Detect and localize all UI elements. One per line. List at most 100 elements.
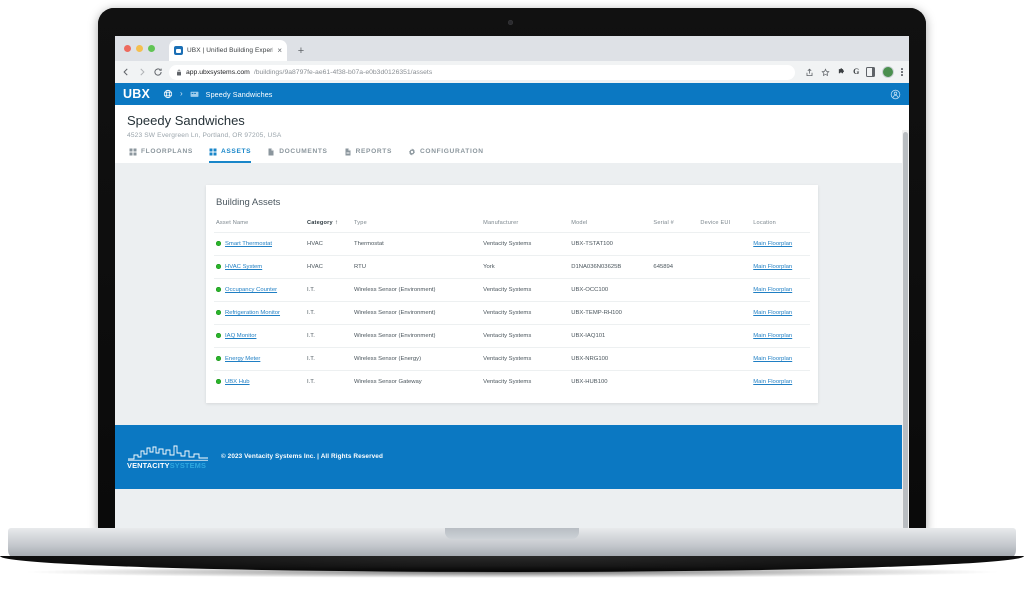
column-label: Type — [353, 219, 367, 226]
cell-type: Wireless Sensor (Environment) — [351, 277, 482, 302]
minimize-window-button[interactable] — [136, 45, 143, 52]
asset-link[interactable]: Occupancy Counter — [225, 286, 278, 293]
column-header-model[interactable]: Model — [569, 220, 651, 233]
asset-link[interactable]: HVAC System — [225, 263, 263, 270]
cell-asset-name: IAQ Monitor — [214, 323, 305, 348]
forward-icon[interactable] — [137, 67, 147, 77]
breadcrumb-separator: › — [180, 89, 183, 98]
globe-icon[interactable] — [163, 89, 173, 99]
sidepanel-icon[interactable] — [866, 67, 876, 77]
asset-link[interactable]: Smart Thermostat — [225, 240, 273, 247]
kebab-menu-icon[interactable] — [901, 68, 903, 76]
cell-device-eui — [698, 323, 752, 348]
cell-manufacturer: Ventacity Systems — [481, 300, 570, 325]
tab-label: FLOORPLANS — [141, 148, 193, 156]
cell-type: Wireless Sensor (Environment) — [351, 323, 482, 348]
table-header-row: Asset Name Category ↑ Type Manufacturer M… — [214, 220, 810, 233]
cell-location: Main Floorplan — [751, 346, 810, 371]
cell-type: Thermostat — [351, 231, 482, 256]
cell-location: Main Floorplan — [751, 369, 810, 393]
window-controls[interactable] — [124, 45, 155, 52]
column-header-location[interactable]: Location — [751, 220, 810, 233]
maximize-window-button[interactable] — [148, 45, 155, 52]
location-link[interactable]: Main Floorplan — [753, 332, 793, 339]
status-online-indicator — [216, 241, 221, 247]
column-header-device-eui[interactable]: Device EUI — [698, 220, 751, 233]
ubx-logo[interactable]: UBX — [123, 86, 150, 101]
location-link[interactable]: Main Floorplan — [753, 309, 793, 316]
bookmark-star-icon[interactable] — [821, 67, 830, 77]
app-header-bar: UBX › Speedy Sandwiches — [115, 83, 909, 105]
asset-link[interactable]: Energy Meter — [225, 355, 261, 362]
cell-model: D1NA036N03625B — [569, 254, 652, 279]
tab-reports[interactable]: REPORTS — [344, 148, 392, 163]
page-header: Speedy Sandwiches 4523 SW Evergreen Ln, … — [115, 105, 909, 163]
document-icon — [268, 148, 274, 156]
cell-manufacturer: Ventacity Systems — [481, 369, 570, 393]
location-link[interactable]: Main Floorplan — [753, 378, 793, 385]
close-window-button[interactable] — [124, 45, 131, 52]
asset-link[interactable]: UBX Hub — [225, 378, 250, 385]
cell-manufacturer: Ventacity Systems — [481, 323, 570, 348]
google-icon[interactable]: G — [853, 67, 860, 76]
browser-tab[interactable]: UBX | Unified Building Experi × — [169, 40, 287, 61]
column-header-type[interactable]: Type — [352, 220, 481, 233]
cell-serial — [651, 369, 699, 393]
column-header-category[interactable]: Category ↑ — [305, 220, 352, 233]
cell-model: UBX-HUB100 — [569, 369, 652, 393]
asset-link[interactable]: Refrigeration Monitor — [225, 309, 281, 316]
browser-tabstrip: UBX | Unified Building Experi × + — [115, 36, 909, 61]
column-label: Manufacturer — [483, 219, 519, 226]
tab-floorplans[interactable]: FLOORPLANS — [129, 148, 193, 163]
table-row[interactable]: Refrigeration Monitor I.T. Wireless Sens… — [214, 300, 810, 325]
user-account-icon[interactable] — [890, 89, 901, 100]
scrollbar-thumb[interactable] — [903, 132, 908, 530]
table-row[interactable]: UBX Hub I.T. Wireless Sensor Gateway Ven… — [214, 369, 810, 393]
new-tab-button[interactable]: + — [297, 45, 305, 57]
tab-configuration[interactable]: CONFIGURATION — [408, 148, 484, 163]
browser-tab-title: UBX | Unified Building Experi — [187, 47, 274, 54]
browser-chrome: UBX | Unified Building Experi × + app.ub… — [115, 36, 909, 83]
skyline-icon — [128, 445, 208, 461]
status-online-indicator — [216, 333, 221, 339]
back-icon[interactable] — [121, 67, 131, 77]
reload-icon[interactable] — [153, 67, 163, 77]
cell-manufacturer: Ventacity Systems — [481, 346, 570, 371]
location-link[interactable]: Main Floorplan — [753, 240, 793, 247]
cell-category: I.T. — [305, 323, 352, 348]
tab-documents[interactable]: DOCUMENTS — [267, 148, 327, 163]
asset-link[interactable]: IAQ Monitor — [225, 332, 257, 339]
tab-assets[interactable]: ASSETS — [208, 148, 252, 163]
column-label: Category — [307, 219, 333, 226]
cell-location: Main Floorplan — [751, 300, 810, 325]
extensions-puzzle-icon[interactable] — [837, 67, 846, 77]
location-link[interactable]: Main Floorplan — [753, 263, 793, 270]
report-icon — [345, 148, 351, 156]
column-header-asset-name[interactable]: Asset Name — [214, 220, 305, 233]
status-online-indicator — [216, 287, 221, 293]
cell-location: Main Floorplan — [751, 323, 810, 348]
table-row[interactable]: Energy Meter I.T. Wireless Sensor (Energ… — [214, 346, 810, 371]
table-row[interactable]: Occupancy Counter I.T. Wireless Sensor (… — [214, 277, 810, 302]
cell-model: UBX-TEMP-RH100 — [569, 300, 652, 325]
laptop-shadow — [20, 566, 1004, 578]
column-header-manufacturer[interactable]: Manufacturer — [481, 220, 569, 233]
table-row[interactable]: HVAC System HVAC RTU York D1NA036N03625B… — [214, 254, 810, 279]
building-assets-card: Building Assets Asset Name Category ↑ Typ… — [206, 184, 818, 403]
breadcrumb[interactable]: Speedy Sandwiches — [205, 89, 273, 99]
address-bar[interactable]: app.ubxsystems.com/buildings/9a8797fe-ae… — [169, 64, 796, 80]
cell-location: Main Floorplan — [751, 231, 810, 256]
assets-table-body: Smart Thermostat HVAC Thermostat Ventaci… — [214, 231, 810, 393]
column-header-serial[interactable]: Serial # — [651, 220, 698, 233]
page-content: Building Assets Asset Name Category ↑ Typ… — [115, 163, 909, 489]
share-icon[interactable] — [805, 68, 814, 77]
table-row[interactable]: IAQ Monitor I.T. Wireless Sensor (Enviro… — [214, 323, 810, 348]
profile-avatar[interactable] — [882, 66, 895, 78]
page-scrollbar[interactable] — [902, 130, 909, 530]
location-link[interactable]: Main Floorplan — [753, 286, 793, 293]
location-link[interactable]: Main Floorplan — [753, 355, 793, 362]
cell-device-eui — [698, 369, 752, 393]
table-row[interactable]: Smart Thermostat HVAC Thermostat Ventaci… — [214, 231, 810, 256]
close-icon[interactable]: × — [277, 45, 282, 55]
